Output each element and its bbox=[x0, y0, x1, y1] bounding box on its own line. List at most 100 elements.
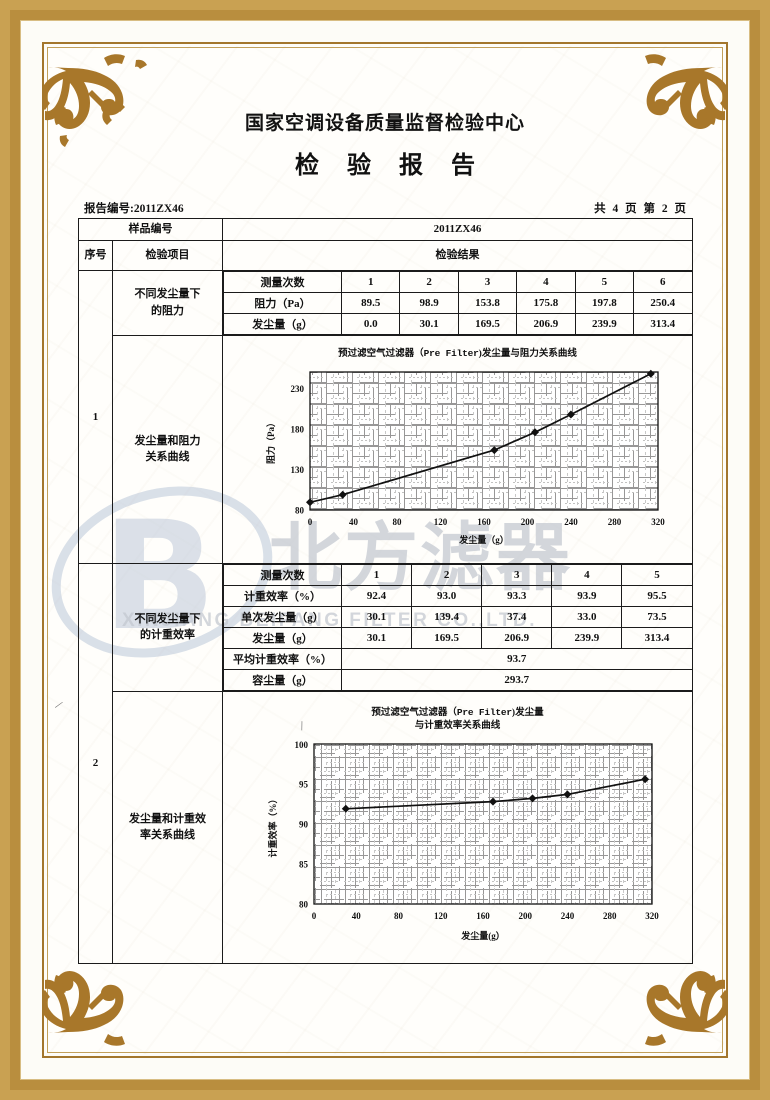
svg-text:240: 240 bbox=[564, 517, 578, 527]
section2-measure-4: 5 bbox=[621, 563, 693, 586]
svg-text:80: 80 bbox=[295, 505, 305, 515]
chart1-title-mono: Pre Filter bbox=[423, 348, 479, 360]
section1-item-label: 不同发尘量下 的阻力 bbox=[112, 269, 223, 336]
svg-text:180: 180 bbox=[290, 424, 304, 434]
chart2-cell: 预过滤空气过滤器（Pre Filter)发尘量 与计重效率关系曲线 bbox=[222, 690, 693, 964]
section2-single-dust-4: 73.5 bbox=[621, 605, 693, 628]
report-meta-row: 报告编号:2011ZX46 共 4 页 第 2 页 bbox=[78, 200, 692, 218]
chart1-plot: 80 130 180 230 0 40 80 bbox=[265, 369, 665, 545]
col-header-sn: 序号 bbox=[78, 239, 113, 271]
chart1-cell: 预过滤空气过滤器（Pre Filter)发尘量与阻力关系曲线 bbox=[222, 334, 693, 564]
section1-chart-label-l2: 关系曲线 bbox=[145, 451, 190, 463]
section2-row-label-2: 单次发尘量（g） bbox=[223, 605, 342, 628]
report-number-label: 报告编号: bbox=[84, 203, 134, 215]
svg-text:80: 80 bbox=[392, 517, 402, 527]
section2-row-capacity: 容尘量（g） 293.7 bbox=[223, 668, 693, 691]
section2-chart-label: 发尘量和计重效 率关系曲线 bbox=[112, 690, 223, 964]
chart1-series bbox=[305, 369, 655, 507]
chart2-title-mono: Pre Filter bbox=[456, 707, 512, 719]
section1-measure-5: 6 bbox=[633, 270, 693, 293]
svg-text:90: 90 bbox=[299, 819, 309, 829]
chart2-xlabel: 发尘量(g） bbox=[460, 930, 505, 941]
section2-efficiency-4: 95.5 bbox=[621, 584, 693, 607]
section2-measure-1: 2 bbox=[411, 563, 483, 586]
report-number: 报告编号:2011ZX46 bbox=[84, 200, 184, 216]
section2-sn: 2 bbox=[78, 562, 113, 964]
section2-row-average: 平均计重效率（%） 93.7 bbox=[223, 647, 693, 670]
section2-single-dust-2: 37.4 bbox=[481, 605, 553, 628]
chart2-ylabel: 计重效率（%） bbox=[267, 794, 278, 857]
svg-text:95: 95 bbox=[299, 779, 309, 789]
chart1: 预过滤空气过滤器（Pre Filter)发尘量与阻力关系曲线 bbox=[224, 344, 691, 554]
section1-measure-3: 4 bbox=[516, 270, 576, 293]
section2-single-dust-3: 33.0 bbox=[551, 605, 623, 628]
chart2: 预过滤空气过滤器（Pre Filter)发尘量 与计重效率关系曲线 bbox=[224, 703, 691, 951]
section2-avg-label: 平均计重效率（%） bbox=[223, 647, 342, 670]
table-row-section2-chart: 发尘量和计重效 率关系曲线 预过滤空气过滤器（Pre Filter)发尘量 与计… bbox=[79, 690, 693, 964]
section1-data-grid: 测量次数 1 2 3 4 5 6 阻力（Pa） bbox=[223, 270, 693, 335]
svg-text:280: 280 bbox=[603, 911, 617, 921]
svg-text:80: 80 bbox=[394, 911, 404, 921]
section1-item-label-l2: 的阻力 bbox=[151, 304, 184, 317]
section2-item-label: 不同发尘量下 的计重效率 bbox=[112, 562, 223, 692]
table-row-headers: 序号 检验项目 检验结果 bbox=[78, 239, 693, 271]
chart1-y-ticks: 80 130 180 230 bbox=[290, 384, 304, 516]
section2-row-measure: 测量次数 1 2 3 4 5 bbox=[223, 563, 693, 586]
chart1-xlabel: 发尘量（g） bbox=[458, 534, 509, 545]
chart1-title-pre: 预过滤空气过滤器（ bbox=[338, 349, 424, 360]
section1-row-label-1: 阻力（Pa） bbox=[223, 291, 342, 314]
sample-no-value: 2011ZX46 bbox=[222, 218, 693, 241]
section2-dust-4: 313.4 bbox=[621, 626, 693, 649]
table-row-sample-no: 样品编号 2011ZX46 bbox=[78, 218, 693, 241]
svg-text:200: 200 bbox=[520, 517, 534, 527]
frame-inner-rule bbox=[42, 42, 728, 1058]
svg-text:80: 80 bbox=[299, 899, 309, 909]
svg-text:0: 0 bbox=[311, 911, 316, 921]
section1-resistance-5: 250.4 bbox=[633, 291, 693, 314]
section2-row-single-dust: 单次发尘量（g） 30.1 139.4 37.4 33.0 73.5 bbox=[223, 605, 693, 628]
col-header-item: 检验项目 bbox=[112, 239, 223, 271]
section1-resistance-4: 197.8 bbox=[574, 291, 635, 314]
section1-chart-label: 发尘量和阻力 关系曲线 bbox=[112, 334, 223, 564]
svg-text:320: 320 bbox=[645, 911, 659, 921]
col-header-result: 检验结果 bbox=[222, 239, 693, 271]
ornament-corner-bottom-left bbox=[44, 936, 164, 1056]
report-title: 检 验 报 告 bbox=[295, 153, 486, 179]
chart2-markers bbox=[341, 775, 649, 813]
section1-row-measure: 测量次数 1 2 3 4 5 6 bbox=[223, 270, 693, 293]
section1-row-dust: 发尘量（g） 0.0 30.1 169.5 206.9 239.9 313.4 bbox=[223, 312, 693, 335]
section1-resistance-2: 153.8 bbox=[457, 291, 518, 314]
section1-row-label-2: 发尘量（g） bbox=[223, 312, 342, 335]
section1-dust-3: 206.9 bbox=[516, 312, 576, 335]
chart2-grid-area bbox=[312, 743, 653, 905]
section2-measure-3: 4 bbox=[551, 563, 623, 586]
svg-text:160: 160 bbox=[476, 911, 490, 921]
section1-inner-table: 测量次数 1 2 3 4 5 6 阻力（Pa） bbox=[223, 270, 693, 335]
report-table: 样品编号 2011ZX46 序号 检验项目 检验结果 1 不同发尘量下 的阻力 bbox=[78, 218, 693, 964]
section2-capacity-label: 容尘量（g） bbox=[223, 668, 342, 691]
sample-no-label: 样品编号 bbox=[78, 218, 223, 241]
section1-dust-4: 239.9 bbox=[574, 312, 635, 335]
section2-single-dust-0: 30.1 bbox=[340, 605, 413, 628]
section1-measure-0: 1 bbox=[340, 270, 401, 293]
svg-text:240: 240 bbox=[560, 911, 574, 921]
section1-dust-1: 30.1 bbox=[399, 312, 459, 335]
svg-text:40: 40 bbox=[349, 517, 359, 527]
svg-text:130: 130 bbox=[290, 465, 304, 475]
section1-measure-1: 2 bbox=[399, 270, 459, 293]
report-content: 国家空调设备质量监督检验中心 检 验 报 告 报告编号:2011ZX46 共 4… bbox=[78, 86, 693, 1020]
section2-inner-table: 测量次数 1 2 3 4 5 计重效率（%） 92.4 bbox=[223, 563, 693, 691]
svg-text:120: 120 bbox=[433, 517, 447, 527]
section2-efficiency-1: 93.0 bbox=[411, 584, 483, 607]
section2-row-label-0: 测量次数 bbox=[223, 563, 342, 586]
section2-efficiency-0: 92.4 bbox=[340, 584, 413, 607]
chart1-title-post: )发尘量与阻力关系曲线 bbox=[478, 349, 577, 360]
section2-row-efficiency: 计重效率（%） 92.4 93.0 93.3 93.9 95.5 bbox=[223, 584, 693, 607]
page-indicator: 共 4 页 第 2 页 bbox=[594, 203, 688, 215]
chart1-ylabel: 阻力（Pa） bbox=[265, 418, 276, 464]
section2-measure-2: 3 bbox=[481, 563, 553, 586]
chart2-plot: 80 85 90 95 100 0 40 80 bbox=[267, 740, 659, 941]
section2-data-grid: 测量次数 1 2 3 4 5 计重效率（%） 92.4 bbox=[223, 563, 693, 691]
section2-item-label-l2: 的计重效率 bbox=[140, 629, 195, 641]
